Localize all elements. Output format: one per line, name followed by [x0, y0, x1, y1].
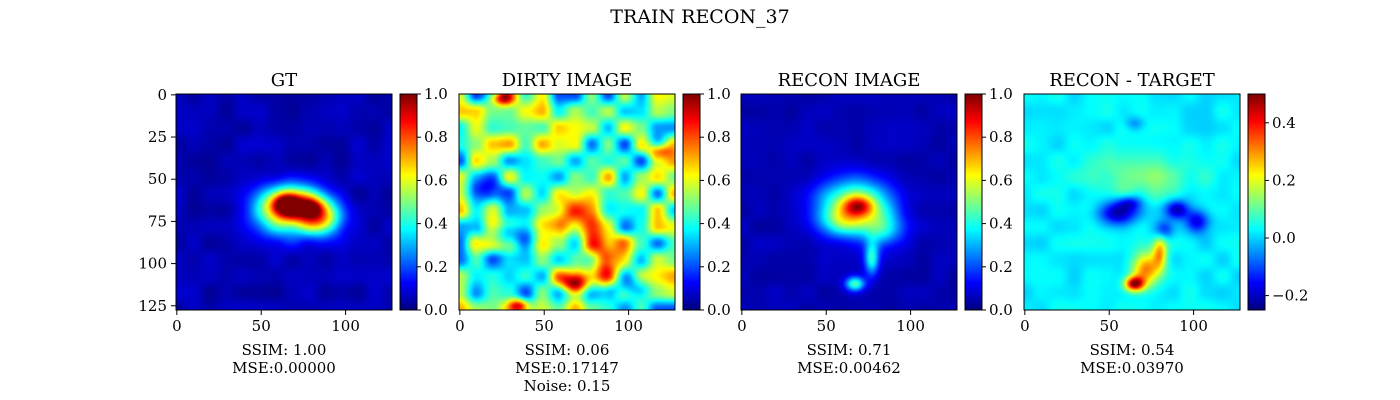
metric-caption: MSE:0.00462	[797, 359, 901, 377]
panel-title: GT	[271, 70, 297, 91]
colorbar-tick-label: 0.0	[1272, 229, 1296, 247]
colorbar-tick-label: 0.2	[1272, 171, 1296, 189]
colorbar	[1248, 94, 1265, 310]
colorbar-tick-label: 0.0	[707, 301, 731, 319]
colorbar	[400, 94, 417, 310]
y-tick-label: 50	[148, 170, 167, 188]
y-tick-label: 125	[138, 297, 167, 315]
x-tick-label: 100	[331, 317, 360, 335]
metric-caption: MSE:0.00000	[232, 359, 336, 377]
colorbar-tick-label: 0.2	[707, 258, 731, 276]
colorbar-frame	[1247, 93, 1266, 311]
colorbar-tick-label: 1.0	[707, 85, 731, 103]
colorbar-tick-label: 0.0	[989, 301, 1013, 319]
colorbar-tick-label: 0.2	[989, 258, 1013, 276]
metric-caption: Noise: 0.15	[524, 377, 611, 395]
panel: GT 0 50 100 0 25 50 75 100 125 0.0 0.2 0.4 0.6 0.8 1.0 S…	[138, 70, 448, 377]
axes-frame	[740, 93, 958, 311]
colorbar-frame	[399, 93, 418, 311]
x-tick-label: 0	[172, 317, 182, 335]
colorbar-tick-label: −0.2	[1272, 287, 1308, 305]
colorbar-tick-label: 0.4	[1272, 114, 1296, 132]
x-tick-label: 50	[252, 317, 271, 335]
colorbar-tick-label: 1.0	[424, 85, 448, 103]
panel-title: RECON IMAGE	[778, 70, 921, 91]
colorbar-tick-label: 0.2	[424, 258, 448, 276]
panel-title: RECON - TARGET	[1049, 70, 1215, 91]
colorbar-tick-label: 0.0	[424, 301, 448, 319]
metric-caption: MSE:0.03970	[1080, 359, 1184, 377]
x-tick-label: 50	[1100, 317, 1119, 335]
colorbar-tick-label: 0.6	[989, 171, 1013, 189]
x-tick-label: 0	[455, 317, 465, 335]
x-tick-label: 0	[1020, 317, 1030, 335]
x-tick-label: 100	[896, 317, 925, 335]
panel: RECON IMAGE 0 50 100 0.0 0.2 0.4 0.6 0.8 1.0 SSIM:…	[737, 70, 1013, 377]
heatmap-image	[176, 94, 392, 310]
colorbar	[683, 94, 700, 310]
metric-caption: SSIM: 0.06	[525, 341, 610, 359]
heatmap-image	[741, 94, 957, 310]
figure-title: TRAIN RECON_37	[610, 6, 789, 28]
panel-title: DIRTY IMAGE	[502, 70, 632, 91]
y-tick-label: 100	[138, 255, 167, 273]
axes-frame	[175, 93, 393, 311]
axes-frame	[1023, 93, 1241, 311]
colorbar-tick-label: 1.0	[989, 85, 1013, 103]
x-tick-label: 100	[614, 317, 643, 335]
colorbar-tick-label: 0.4	[989, 215, 1013, 233]
axes-frame	[458, 93, 676, 311]
colorbar-frame	[682, 93, 701, 311]
metric-caption: SSIM: 1.00	[242, 341, 327, 359]
metric-caption: MSE:0.17147	[515, 359, 619, 377]
colorbar-tick-label: 0.4	[424, 215, 448, 233]
y-tick-label: 75	[148, 212, 167, 230]
heatmap-image	[1024, 94, 1240, 310]
panel: RECON - TARGET 0 50 100 −0.2 0.0 0.2 0.4 SSIM: 0…	[1020, 70, 1308, 377]
colorbar	[965, 94, 982, 310]
heatmap-image	[459, 94, 675, 310]
x-tick-label: 100	[1179, 317, 1208, 335]
colorbar-tick-label: 0.8	[989, 128, 1013, 146]
colorbar-tick-label: 0.8	[707, 128, 731, 146]
metric-caption: SSIM: 0.54	[1090, 341, 1175, 359]
metric-caption: SSIM: 0.71	[807, 341, 892, 359]
colorbar-tick-label: 0.4	[707, 215, 731, 233]
colorbar-tick-label: 0.8	[424, 128, 448, 146]
panel: DIRTY IMAGE 0 50 100 0.0 0.2 0.4 0.6 0.8 1.0 SSIM:…	[455, 70, 731, 395]
colorbar-frame	[964, 93, 983, 311]
x-tick-label: 50	[535, 317, 554, 335]
colorbar-tick-label: 0.6	[707, 171, 731, 189]
y-tick-label: 25	[148, 128, 167, 146]
colorbar-tick-label: 0.6	[424, 171, 448, 189]
y-tick-label: 0	[157, 86, 167, 104]
x-tick-label: 50	[817, 317, 836, 335]
panels: GT 0 50 100 0 25 50 75 100 125 0.0 0.2 0.4 0.6 0.8 1.0 S…	[138, 70, 1308, 395]
x-tick-label: 0	[737, 317, 747, 335]
